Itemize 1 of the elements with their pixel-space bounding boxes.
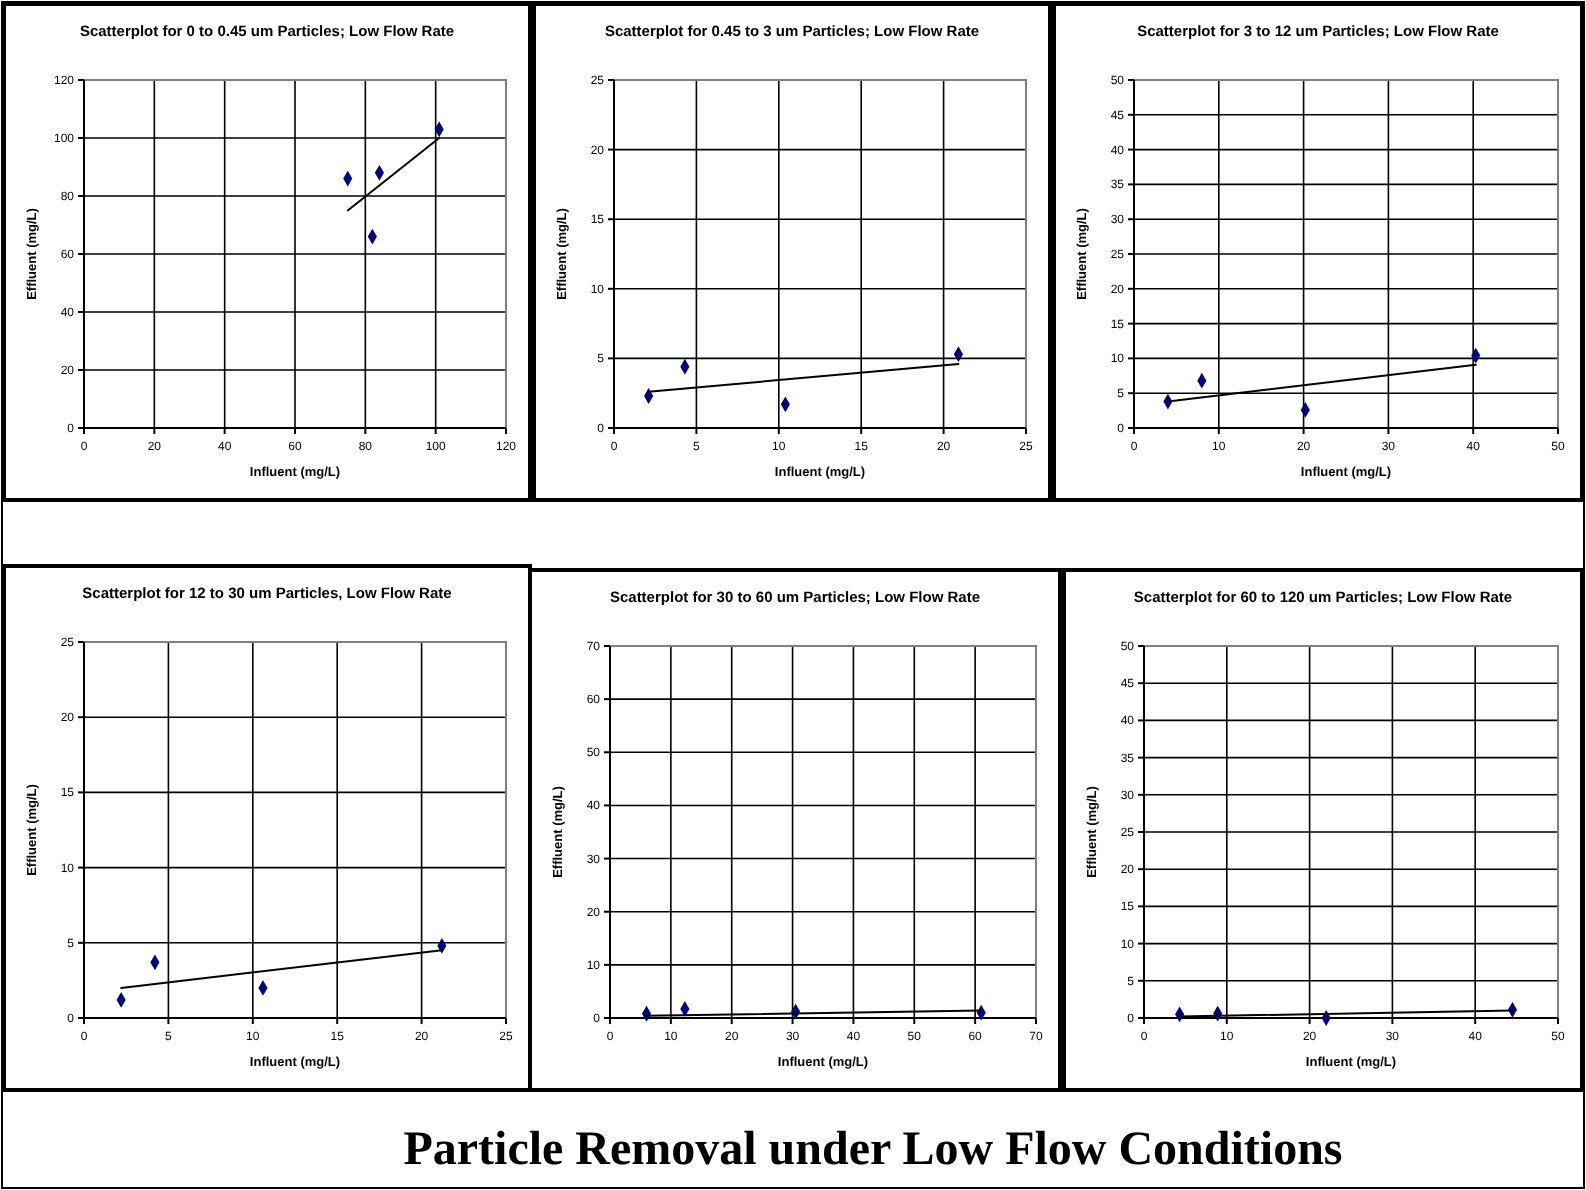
text: Particle Removal under Low Flow Conditions [403, 1124, 1343, 1176]
